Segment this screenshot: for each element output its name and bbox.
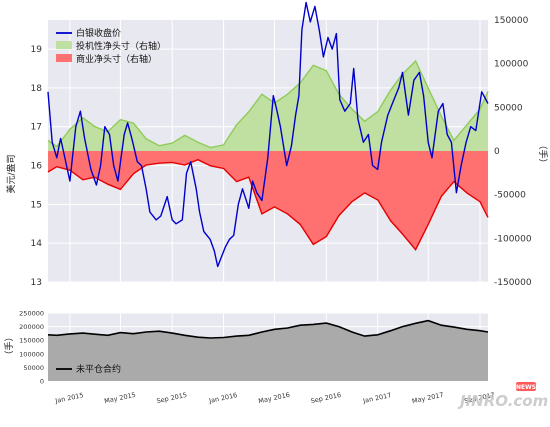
left-tick-label: 14 (31, 239, 43, 249)
bottom-area (47, 319, 489, 381)
right-y-axis-label: （手） (537, 140, 549, 167)
bottom-y-axis-label: （手） (3, 332, 15, 359)
x-tick-label: May 2016 (258, 391, 291, 405)
bottom-tick-label: 250000 (19, 310, 44, 318)
open-interest-line (47, 319, 489, 339)
top-areas (47, 59, 489, 251)
x-axis-ticks: Jan 2015 May 2015 Sep 2015 Jan 2016 May 2016… (54, 391, 496, 405)
top-axes: 13 14 15 16 17 18 19 -150000 -100000 -50000 0 50000… (31, 16, 532, 288)
commercial-area (48, 151, 488, 250)
x-tick-label: Jan 2017 (361, 391, 392, 405)
right-tick-label: 50000 (494, 103, 523, 113)
bottom-tick-label: 100000 (19, 350, 44, 358)
bottom-axes: 0 50000 100000 150000 200000 250000 (19, 310, 44, 386)
left-tick-label: 15 (31, 200, 42, 210)
x-tick-label: May 2015 (104, 391, 137, 405)
left-tick-label: 19 (31, 45, 43, 55)
legend-open-interest-label: 未平仓合约 (76, 363, 121, 375)
bottom-tick-label: 150000 (19, 337, 44, 345)
commercial-area-edge (47, 158, 489, 251)
left-y-axis-label: 美元/盎司 (5, 154, 17, 193)
right-tick-label: 100000 (494, 60, 529, 70)
right-tick-label: -100000 (494, 234, 532, 244)
legend-commercial-label: 商业净头寸（右轴） (76, 53, 157, 65)
x-tick-label: Sep 2016 (310, 391, 342, 405)
top-lines (47, 1, 489, 268)
x-tick-label: Jan 2015 (54, 391, 85, 405)
watermark-badge (516, 382, 536, 391)
legend-speculative-label: 投机性净头寸（右轴） (76, 40, 166, 52)
x-tick-label: Sep 2015 (156, 391, 188, 405)
bottom-tick-label: 0 (40, 378, 44, 386)
left-tick-label: 13 (31, 278, 42, 288)
bottom-tick-label: 200000 (19, 323, 44, 331)
legend-speculative-swatch (56, 41, 72, 49)
speculative-area (48, 61, 488, 151)
right-tick-label: -50000 (494, 191, 526, 201)
left-tick-label: 16 (31, 162, 43, 172)
right-tick-label: -150000 (494, 278, 532, 288)
legend-commercial-swatch (56, 54, 72, 62)
top-legend: 白银收盘价 投机性净头寸（右轴） 商业净头寸（右轴） (56, 27, 166, 65)
watermark: JINRO.com NEWS (457, 382, 548, 410)
bottom-tick-label: 50000 (23, 364, 44, 372)
x-tick-label: May 2017 (411, 391, 444, 405)
right-tick-label: 0 (494, 147, 500, 157)
left-tick-label: 17 (31, 123, 42, 133)
speculative-area-edge (47, 59, 489, 149)
left-tick-label: 18 (31, 84, 43, 94)
bottom-legend: 未平仓合约 (56, 363, 121, 375)
open-interest-area (48, 320, 488, 381)
x-tick-label: Jan 2016 (207, 391, 238, 405)
legend-silver-label: 白银收盘价 (76, 27, 121, 39)
watermark-text: JINRO.com (457, 392, 548, 410)
silver-price-line (47, 1, 489, 268)
right-tick-label: 150000 (494, 16, 529, 26)
watermark-badge-text: NEWS (516, 384, 536, 391)
